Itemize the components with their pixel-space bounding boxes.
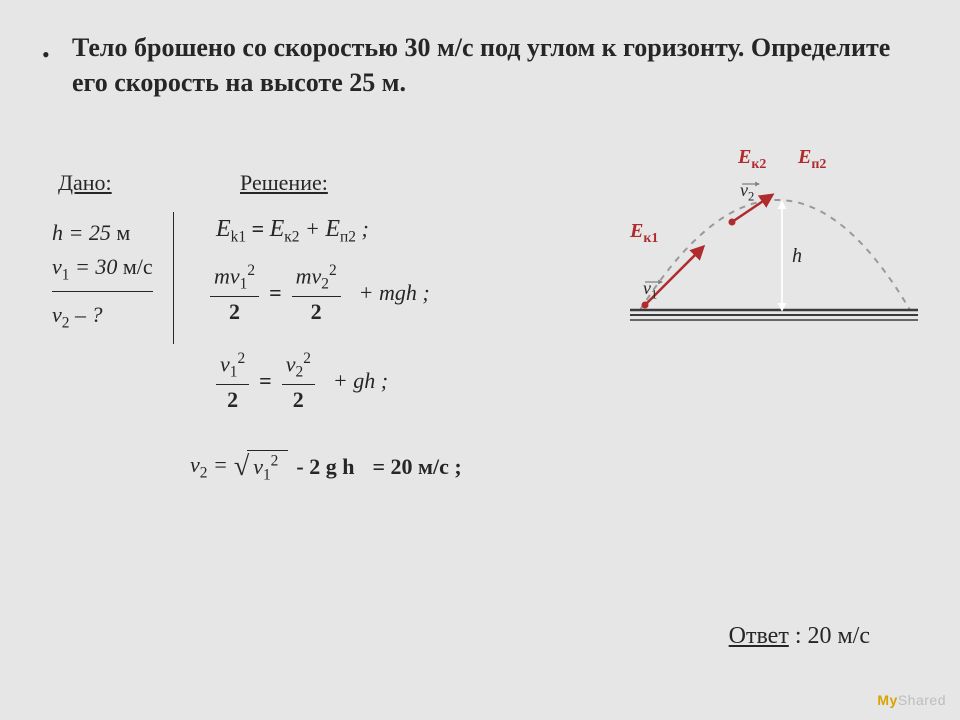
eq1-eq: = — [252, 216, 270, 241]
Ek2-E: E — [738, 146, 751, 168]
unit-mps: м/с — [123, 254, 153, 279]
Ek1-E: E — [630, 220, 643, 242]
eq3-v1-sup: 2 — [237, 350, 245, 367]
eq1-E1: E — [216, 216, 231, 242]
eq3-frac1: v12 2 — [216, 350, 249, 413]
given-v2-sym: v — [52, 302, 62, 327]
eq2-tail: + mgh ; — [359, 280, 430, 306]
eq2-mv2-sup: 2 — [329, 262, 337, 279]
solution-label: Решение: — [240, 170, 328, 196]
watermark-shared: Shared — [898, 692, 946, 708]
given-block: h = 25 м v1 = 30 м/с v2 – ? — [44, 212, 174, 344]
eq2-mv2: mv — [296, 263, 322, 288]
equation-4: v2 = √ v12 - 2 g h = 20 м/с ; — [190, 450, 462, 485]
eq1-plus: + — [305, 216, 325, 241]
eq4-rad-sup: 2 — [271, 453, 279, 470]
slide: • Тело брошено со скоростью 30 м/с под у… — [0, 0, 960, 720]
eq3-eq: = — [259, 368, 272, 394]
given-v1-val: = 30 — [69, 254, 122, 279]
Ep2-E: E — [798, 146, 811, 168]
answer-label: Ответ — [729, 623, 789, 649]
given-h: h = 25 — [52, 220, 116, 245]
eq1-E2: E — [270, 216, 285, 242]
v2-sym: v — [740, 180, 748, 200]
point-2 — [729, 219, 736, 226]
v1-sym: v — [643, 278, 651, 298]
eq2-frac1: mv12 2 — [210, 262, 259, 325]
eq4-v2: v — [190, 452, 200, 477]
Ep2-sub: п2 — [811, 157, 826, 172]
eq3-den1: 2 — [216, 385, 249, 413]
eq3-v1: v — [220, 351, 230, 376]
answer-value: 20 м/с — [807, 623, 870, 649]
problem-statement: Тело брошено со скоростью 30 м/с под угл… — [72, 30, 892, 100]
label-v2: v2 — [740, 180, 754, 205]
label-Ek2: Eк2 — [738, 146, 766, 173]
eq1-k1: k1 — [231, 228, 246, 245]
eq2-frac2: mv22 2 — [292, 262, 341, 325]
eq4-tail1: - 2 g h — [296, 454, 354, 480]
eq2-den2: 2 — [292, 297, 341, 325]
trajectory-diagram: Eк1 Eк2 Eп2 v1 v2 h — [620, 150, 920, 350]
eq3-tail: + gh ; — [333, 368, 388, 394]
label-v1: v1 — [643, 278, 657, 303]
eq4-rad-sub: 1 — [263, 467, 271, 484]
eq3-v2-sup: 2 — [303, 350, 311, 367]
eq1-semi: ; — [361, 216, 368, 241]
equation-2: mv12 2 = mv22 2 + mgh ; — [206, 262, 430, 325]
given-line-2: v1 = 30 м/с — [52, 250, 153, 287]
eq2-mv1: mv — [214, 263, 240, 288]
watermark: MyShared — [877, 692, 946, 708]
eq1-p2: п2 — [340, 228, 356, 245]
given-line-1: h = 25 м — [52, 216, 153, 250]
trajectory-path — [640, 200, 910, 310]
unit-m: м — [116, 220, 130, 245]
eq2-den1: 2 — [210, 297, 259, 325]
given-v1-sym: v — [52, 254, 62, 279]
label-h: h — [792, 245, 802, 268]
eq3-frac2: v22 2 — [282, 350, 315, 413]
eq2-eq: = — [269, 280, 282, 306]
eq4-tail2: = 20 м/с ; — [372, 454, 461, 480]
sqrt: √ v12 — [234, 450, 289, 485]
Ek2-sub: к2 — [751, 157, 766, 172]
answer: Ответ : 20 м/с — [729, 623, 870, 650]
eq3-den2: 2 — [282, 385, 315, 413]
eq4-rad-v: v — [253, 454, 263, 479]
Ek1-sub: к1 — [643, 231, 658, 246]
eq4-eq: = — [207, 452, 227, 477]
eq2-mv2-sub: 2 — [321, 276, 329, 293]
eq1-E3: E — [325, 216, 340, 242]
label-Ep2: Eп2 — [798, 146, 826, 173]
given-v2-q: – ? — [69, 302, 102, 327]
watermark-my: My — [877, 692, 897, 708]
answer-sep: : — [789, 623, 808, 649]
equation-3: v12 2 = v22 2 + gh ; — [212, 350, 388, 413]
bullet: • — [42, 42, 50, 68]
v2-sub: 2 — [748, 190, 754, 204]
label-Ek1: Eк1 — [630, 220, 658, 247]
given-label: Дано: — [58, 170, 112, 196]
equation-1: Ek1 = Eк2 + Eп2 ; — [216, 216, 369, 246]
eq1-k2: к2 — [284, 228, 299, 245]
eq2-mv1-sup: 2 — [247, 262, 255, 279]
given-line-3: v2 – ? — [52, 291, 153, 335]
diagram-svg — [620, 150, 920, 350]
v1-sub: 1 — [651, 288, 657, 302]
